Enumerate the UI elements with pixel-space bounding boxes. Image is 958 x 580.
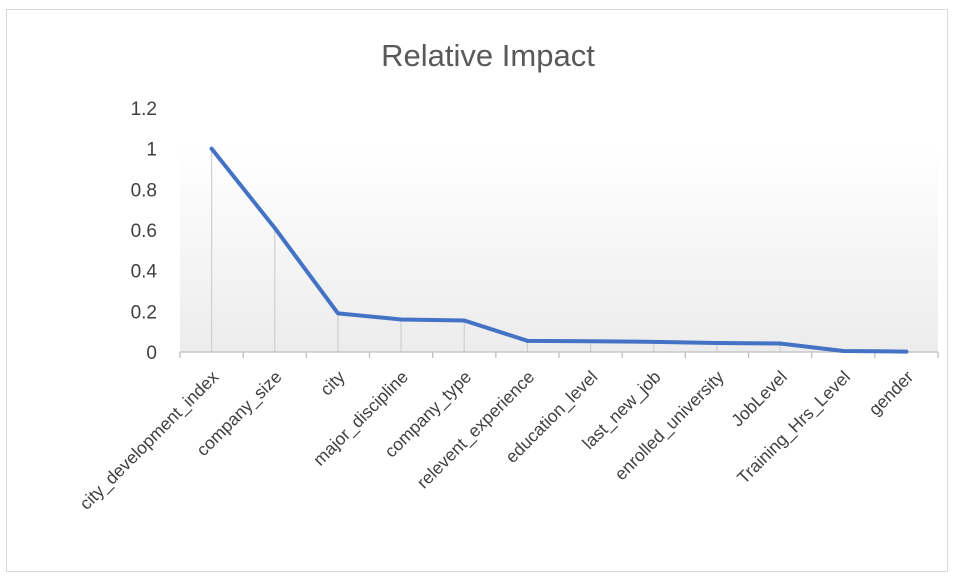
x-category-label: city bbox=[316, 367, 349, 400]
y-tick-label: 0 bbox=[146, 343, 157, 364]
y-tick-label: 0.2 bbox=[131, 302, 157, 323]
x-category-label: Training_Hrs_Level bbox=[733, 367, 855, 489]
y-tick-label: 0.4 bbox=[131, 262, 158, 283]
series-line bbox=[209, 146, 909, 354]
y-tick-label: 0.8 bbox=[131, 180, 157, 201]
x-category-label: gender bbox=[865, 367, 918, 420]
y-tick-label: 1.2 bbox=[131, 99, 157, 120]
x-category-label: enrolled_university bbox=[610, 367, 728, 485]
y-tick-label: 1 bbox=[146, 140, 157, 161]
y-axis-tick-labels: 0 0.2 0.4 0.6 0.8 1 1.2 bbox=[131, 99, 158, 364]
chart-title: Relative Impact bbox=[381, 38, 595, 73]
x-category-label: JobLevel bbox=[727, 367, 791, 431]
x-category-label: relevent_experience bbox=[413, 367, 539, 493]
x-axis-tick-marks bbox=[179, 352, 939, 358]
y-tick-label: 0.6 bbox=[131, 221, 157, 242]
plot-area bbox=[180, 146, 938, 352]
